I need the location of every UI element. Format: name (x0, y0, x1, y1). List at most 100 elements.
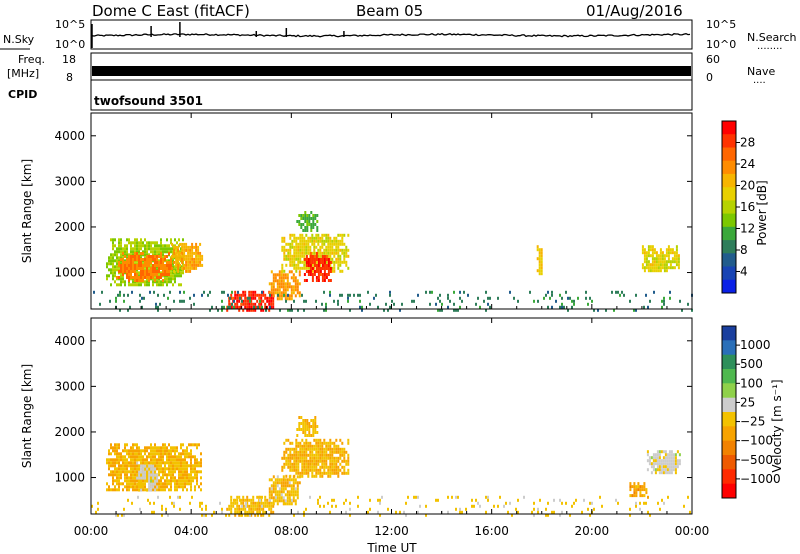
heatmap-cell (261, 290, 263, 294)
heatmap-cell (262, 513, 265, 517)
heatmap-cell (140, 241, 142, 245)
heatmap-cell (511, 513, 513, 517)
heatmap-cell (170, 274, 172, 278)
heatmap-cell (148, 258, 150, 261)
heatmap-cell (138, 482, 141, 486)
heatmap-cell (675, 248, 678, 252)
heatmap-cell (329, 279, 332, 282)
heatmap-cell (236, 495, 239, 499)
heatmap-cell (299, 471, 302, 475)
heatmap-cell (301, 474, 304, 478)
heatmap-cell (150, 452, 152, 456)
heatmap-cell (116, 476, 118, 480)
heatmap-cell (152, 273, 154, 276)
heatmap-cell (264, 495, 267, 499)
heatmap-cell (309, 248, 312, 252)
heatmap-cell (333, 456, 336, 460)
heatmap-cell (250, 507, 253, 511)
heatmap-cell (333, 260, 336, 264)
heatmap-cell (301, 293, 303, 297)
heatmap-cell (321, 471, 324, 475)
heatmap-cell (173, 248, 176, 252)
heatmap-cell (637, 485, 640, 489)
heatmap-cell (633, 494, 636, 498)
heatmap-cell (242, 293, 245, 297)
heatmap-cell (339, 254, 342, 258)
heatmap-cell (168, 464, 170, 468)
heatmap-cell (138, 467, 141, 471)
heatmap-cell (278, 273, 281, 277)
heatmap-cell (187, 266, 190, 270)
heatmap-cell (287, 465, 290, 469)
heatmap-cell (673, 266, 676, 270)
heatmap-cell (323, 504, 325, 508)
heatmap-cell (646, 453, 649, 457)
heatmap-cell (643, 501, 645, 505)
heatmap-cell (136, 241, 138, 245)
heatmap-cell (182, 271, 184, 275)
heatmap-cell (198, 461, 200, 465)
heatmap-cell (298, 214, 301, 217)
heatmap-cell (242, 299, 245, 303)
nave-dots: .... (753, 75, 766, 86)
heatmap-cell (124, 264, 126, 267)
heatmap-cell (108, 268, 110, 272)
heatmap-cell (291, 233, 294, 237)
heatmap-cell (205, 513, 207, 517)
heatmap-cell (643, 266, 646, 270)
heatmap-cell (347, 233, 350, 237)
heatmap-cell (321, 273, 324, 276)
heatmap-cell (248, 302, 251, 306)
heatmap-cell (141, 305, 143, 309)
heatmap-cell (182, 443, 184, 447)
heatmap-cell (150, 473, 153, 477)
heatmap-cell (499, 495, 501, 499)
heatmap-cell (199, 501, 201, 505)
heatmap-cell (311, 459, 314, 463)
heatmap-cell (649, 254, 652, 258)
heatmap-cell (177, 263, 180, 267)
heatmap-cell (299, 266, 302, 270)
heatmap-cell (117, 293, 119, 297)
heatmap-cell (270, 501, 273, 505)
heatmap-cell (156, 446, 158, 450)
heatmap-cell (315, 456, 318, 460)
heatmap-cell (191, 266, 194, 270)
heatmap-cell (331, 456, 334, 460)
heatmap-cell (297, 510, 299, 514)
heatmap-cell (180, 467, 182, 471)
heatmap-cell (172, 262, 174, 266)
heatmap-cell (294, 490, 297, 494)
heatmap-cell (274, 478, 277, 482)
heatmap-cell (172, 464, 174, 468)
heatmap-cell (312, 220, 315, 223)
heatmap-cell (305, 242, 308, 246)
heatmap-cell (154, 255, 156, 258)
heatmap-cell (321, 251, 324, 255)
heatmap-cell (455, 495, 457, 499)
heatmap-cell (156, 449, 158, 453)
heatmap-cell (461, 510, 463, 514)
heatmap-cell (661, 498, 663, 502)
heatmap-cell (357, 293, 359, 297)
heatmap-cell (335, 251, 338, 255)
heatmap-cell (191, 242, 194, 246)
heatmap-cell (138, 455, 140, 459)
heatmap-cell (339, 257, 342, 261)
heatmap-cell (138, 446, 140, 450)
heatmap-cell (339, 453, 342, 457)
heatmap-cell (176, 488, 178, 492)
heatmap-cell (268, 504, 271, 508)
heatmap-cell (262, 308, 265, 312)
cpid-program: twofsound 3501 (94, 94, 203, 108)
heatmap-cell (146, 250, 148, 254)
heatmap-cell (531, 510, 533, 514)
heatmap-cell (343, 251, 346, 255)
heatmap-cell (337, 456, 340, 460)
heatmap-cell (130, 250, 132, 254)
heatmap-cell (144, 253, 146, 257)
heatmap-cell (651, 245, 654, 249)
heatmap-cell (142, 258, 144, 261)
heatmap-cell (132, 276, 134, 279)
heatmap-cell (140, 264, 142, 267)
